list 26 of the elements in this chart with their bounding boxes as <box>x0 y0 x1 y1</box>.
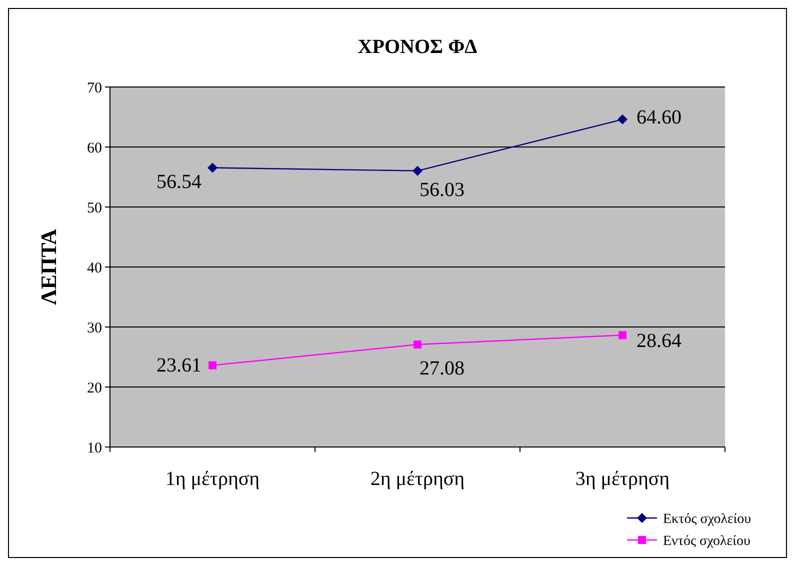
y-tick-label: 70 <box>87 80 102 96</box>
point <box>618 331 626 340</box>
point <box>412 166 422 176</box>
y-axis-title: ΛΕΠΤΑ <box>36 228 61 305</box>
y-tick-label: 20 <box>87 380 102 396</box>
point <box>414 340 422 349</box>
data-label: 27.08 <box>420 358 464 380</box>
point <box>618 114 628 124</box>
data-label: 23.61 <box>156 354 202 376</box>
data-label: 28.64 <box>636 330 682 352</box>
data-label: 56.03 <box>420 178 464 201</box>
y-tick-label: 30 <box>87 320 102 336</box>
x-tick-label: 1η μέτρηση <box>165 468 260 490</box>
x-tick-label: 2η μέτρηση <box>370 468 465 490</box>
legend-label: Εντός σχολείου <box>663 534 750 549</box>
legend-label: Εκτός σχολείου <box>663 512 752 527</box>
data-label: 64.60 <box>636 106 682 128</box>
y-tick-label: 40 <box>87 260 102 276</box>
point <box>208 162 218 173</box>
y-tick-label: 50 <box>87 200 102 216</box>
chart-title: ΧΡΟΝΟΣ ΦΔ <box>358 36 478 58</box>
data-label: 56.54 <box>156 170 202 193</box>
point <box>208 361 216 370</box>
y-tick-label: 60 <box>87 140 102 156</box>
y-tick-label: 10 <box>87 440 102 456</box>
x-tick-label: 3η μέτρηση <box>575 468 670 490</box>
